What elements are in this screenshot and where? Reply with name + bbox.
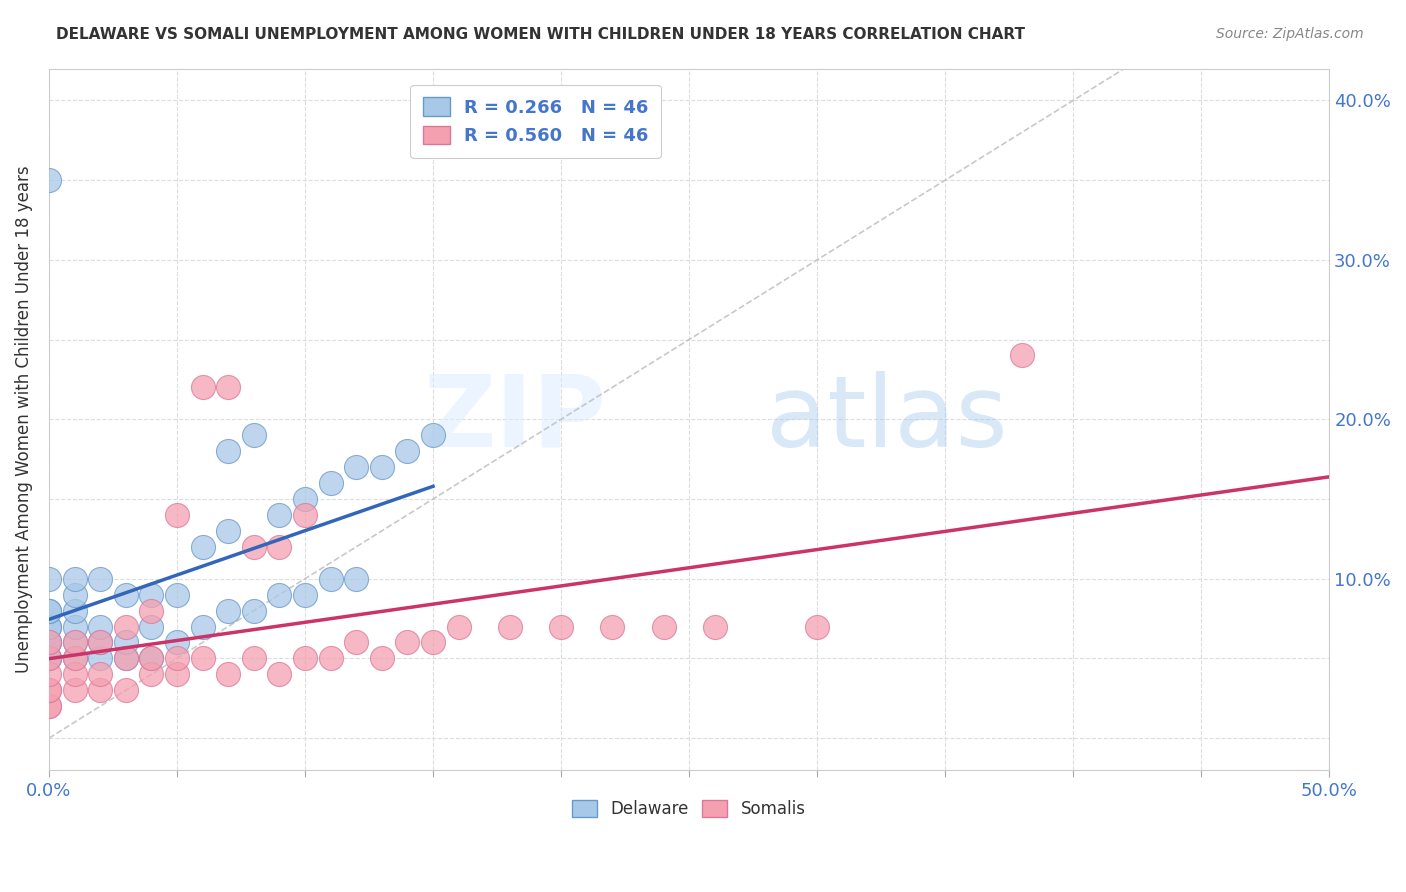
Point: [243, 540, 266, 554]
Point: [38, 635, 60, 649]
Point: [344, 635, 367, 649]
Point: [38, 651, 60, 665]
Point: [38, 651, 60, 665]
Point: [38, 699, 60, 714]
Point: [89, 572, 111, 586]
Point: [166, 667, 188, 681]
Point: [141, 588, 163, 602]
Point: [141, 603, 163, 617]
Point: [141, 667, 163, 681]
Point: [38, 603, 60, 617]
Legend: Delaware, Somalis: Delaware, Somalis: [565, 793, 813, 825]
Point: [550, 619, 572, 633]
Point: [89, 651, 111, 665]
Point: [166, 508, 188, 522]
Point: [89, 619, 111, 633]
Point: [114, 651, 136, 665]
Point: [806, 619, 828, 633]
Point: [114, 683, 136, 698]
Point: [217, 524, 239, 538]
Point: [294, 651, 316, 665]
Point: [371, 651, 394, 665]
Point: [38, 651, 60, 665]
Point: [114, 588, 136, 602]
Point: [217, 380, 239, 394]
Point: [141, 619, 163, 633]
Point: [166, 651, 188, 665]
Y-axis label: Unemployment Among Women with Children Under 18 years: Unemployment Among Women with Children U…: [15, 165, 32, 673]
Point: [600, 619, 623, 633]
Point: [319, 651, 342, 665]
Point: [141, 651, 163, 665]
Point: [344, 572, 367, 586]
Point: [63, 651, 86, 665]
Point: [243, 603, 266, 617]
Point: [269, 667, 291, 681]
Point: [294, 508, 316, 522]
Point: [269, 540, 291, 554]
Point: [422, 428, 444, 442]
Point: [371, 460, 394, 475]
Point: [38, 635, 60, 649]
Text: ZIP: ZIP: [423, 371, 606, 467]
Point: [217, 444, 239, 458]
Point: [217, 603, 239, 617]
Point: [63, 619, 86, 633]
Point: [217, 667, 239, 681]
Point: [294, 491, 316, 506]
Point: [63, 683, 86, 698]
Point: [243, 651, 266, 665]
Point: [63, 588, 86, 602]
Point: [89, 683, 111, 698]
Text: atlas: atlas: [766, 371, 1008, 467]
Point: [114, 651, 136, 665]
Point: [63, 635, 86, 649]
Point: [166, 588, 188, 602]
Point: [243, 428, 266, 442]
Text: DELAWARE VS SOMALI UNEMPLOYMENT AMONG WOMEN WITH CHILDREN UNDER 18 YEARS CORRELA: DELAWARE VS SOMALI UNEMPLOYMENT AMONG WO…: [56, 27, 1025, 42]
Point: [319, 572, 342, 586]
Point: [269, 588, 291, 602]
Point: [166, 635, 188, 649]
Point: [319, 476, 342, 491]
Point: [38, 683, 60, 698]
Point: [63, 603, 86, 617]
Point: [89, 635, 111, 649]
Point: [38, 699, 60, 714]
Point: [38, 683, 60, 698]
Point: [191, 380, 214, 394]
Point: [191, 619, 214, 633]
Point: [114, 619, 136, 633]
Point: [63, 651, 86, 665]
Point: [63, 667, 86, 681]
Point: [89, 635, 111, 649]
Point: [63, 572, 86, 586]
Point: [344, 460, 367, 475]
Point: [38, 173, 60, 187]
Point: [703, 619, 725, 633]
Point: [294, 588, 316, 602]
Point: [191, 651, 214, 665]
Point: [38, 603, 60, 617]
Point: [447, 619, 470, 633]
Point: [89, 667, 111, 681]
Point: [396, 635, 419, 649]
Point: [652, 619, 675, 633]
Point: [396, 444, 419, 458]
Point: [38, 619, 60, 633]
Point: [38, 619, 60, 633]
Point: [114, 635, 136, 649]
Point: [499, 619, 522, 633]
Point: [141, 651, 163, 665]
Point: [38, 667, 60, 681]
Point: [38, 635, 60, 649]
Point: [422, 635, 444, 649]
Text: Source: ZipAtlas.com: Source: ZipAtlas.com: [1216, 27, 1364, 41]
Point: [38, 572, 60, 586]
Point: [1011, 349, 1033, 363]
Point: [191, 540, 214, 554]
Point: [269, 508, 291, 522]
Point: [63, 635, 86, 649]
